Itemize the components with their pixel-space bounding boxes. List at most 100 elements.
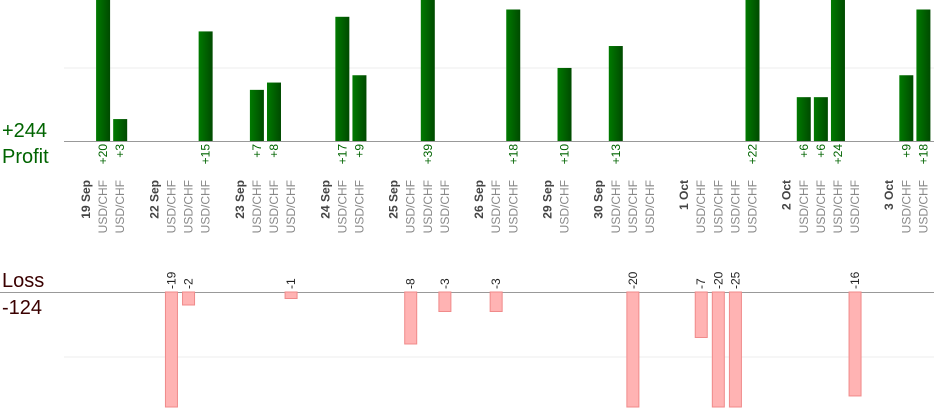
loss-bar	[489, 291, 503, 312]
profit-bar	[249, 89, 264, 141]
symbol-label: USD/CHF	[250, 180, 264, 233]
profit-bar	[506, 9, 521, 142]
symbol-label: USD/CHF	[711, 180, 725, 233]
profit-bar	[420, 0, 435, 141]
symbol-label: USD/CHF	[814, 180, 828, 233]
profit-bar	[916, 9, 931, 142]
symbol-label: USD/CHF	[626, 180, 640, 233]
value-label: +6	[797, 144, 811, 158]
date-label: 23 Sep	[233, 180, 247, 219]
symbol-label: USD/CHF	[438, 180, 452, 233]
loss-bar	[284, 291, 298, 299]
date-label: 30 Sep	[592, 180, 606, 219]
profit-label: Profit	[2, 146, 49, 168]
value-label: +13	[609, 144, 623, 165]
symbol-label: USD/CHF	[199, 180, 213, 233]
loss-bar	[404, 291, 418, 345]
symbol-label: USD/CHF	[609, 180, 623, 233]
loss-bar	[711, 291, 725, 408]
date-label: 19 Sep	[79, 180, 93, 219]
loss-bar	[728, 291, 742, 408]
value-label: -25	[728, 271, 742, 289]
symbol-label: USD/CHF	[694, 180, 708, 233]
loss-label: Loss	[2, 270, 44, 292]
symbol-label: USD/CHF	[335, 180, 349, 233]
symbol-label: USD/CHF	[506, 180, 520, 233]
date-label: 2 Oct	[780, 180, 794, 210]
value-label: -3	[489, 278, 503, 289]
value-label: +15	[199, 144, 213, 165]
profit-bar	[335, 16, 350, 141]
value-label: +18	[506, 144, 520, 165]
value-label: -19	[164, 271, 178, 289]
value-label: +6	[814, 144, 828, 158]
value-label: +7	[250, 144, 264, 158]
value-label: +9	[352, 144, 366, 158]
profit-bar	[352, 75, 367, 141]
value-label: +20	[96, 144, 110, 165]
profit-bar	[266, 82, 281, 141]
profit-total: +244	[2, 120, 47, 142]
symbol-label: USD/CHF	[797, 180, 811, 233]
loss-bar	[182, 291, 196, 306]
profit-bar	[796, 97, 811, 141]
symbol-label: USD/CHF	[113, 180, 127, 233]
profit-bar	[608, 46, 623, 141]
profit-bar	[557, 67, 572, 141]
value-label: +10	[558, 144, 572, 165]
date-label: 3 Oct	[882, 180, 896, 210]
symbol-label: USD/CHF	[182, 180, 196, 233]
value-label: -1	[284, 278, 298, 289]
date-label: 29 Sep	[540, 180, 554, 219]
profit-bar	[899, 75, 914, 141]
date-label: 22 Sep	[147, 180, 161, 219]
symbol-label: USD/CHF	[352, 180, 366, 233]
profit-bar	[813, 97, 828, 141]
symbol-label: USD/CHF	[164, 180, 178, 233]
value-label: -3	[438, 278, 452, 289]
value-label: +22	[746, 144, 760, 165]
value-label: +18	[916, 144, 930, 165]
profit-bar	[745, 0, 760, 141]
loss-bar	[164, 291, 178, 408]
value-label: +17	[335, 144, 349, 165]
loss-bar	[694, 291, 708, 338]
symbol-label: USD/CHF	[643, 180, 657, 233]
value-label: -20	[626, 271, 640, 289]
date-label: 24 Sep	[318, 180, 332, 219]
loss-bar	[848, 291, 862, 397]
value-label: -2	[182, 278, 196, 289]
value-label: -16	[848, 271, 862, 289]
symbol-label: USD/CHF	[267, 180, 281, 233]
value-label: -20	[711, 271, 725, 289]
symbol-label: USD/CHF	[404, 180, 418, 233]
date-label: 1 Oct	[677, 180, 691, 210]
value-label: +8	[267, 144, 281, 158]
symbol-label: USD/CHF	[421, 180, 435, 233]
value-label: -7	[694, 278, 708, 289]
value-label: -8	[404, 278, 418, 289]
symbol-label: USD/CHF	[831, 180, 845, 233]
loss-total: -124	[2, 297, 42, 319]
profit-bar	[113, 119, 128, 141]
date-label: 25 Sep	[387, 180, 401, 219]
symbol-label: USD/CHF	[489, 180, 503, 233]
profit-bar	[96, 0, 111, 141]
value-label: +3	[113, 144, 127, 158]
value-label: +39	[421, 144, 435, 165]
value-label: +9	[899, 144, 913, 158]
date-label: 26 Sep	[472, 180, 486, 219]
loss-bar	[438, 291, 452, 312]
symbol-label: USD/CHF	[899, 180, 913, 233]
symbol-label: USD/CHF	[728, 180, 742, 233]
loss-bar	[626, 291, 640, 408]
symbol-label: USD/CHF	[746, 180, 760, 233]
symbol-label: USD/CHF	[848, 180, 862, 233]
value-label: +24	[831, 144, 845, 165]
profit-bar	[198, 31, 213, 142]
profit-bar	[830, 0, 845, 141]
symbol-label: USD/CHF	[284, 180, 298, 233]
symbol-label: USD/CHF	[558, 180, 572, 233]
symbol-label: USD/CHF	[96, 180, 110, 233]
